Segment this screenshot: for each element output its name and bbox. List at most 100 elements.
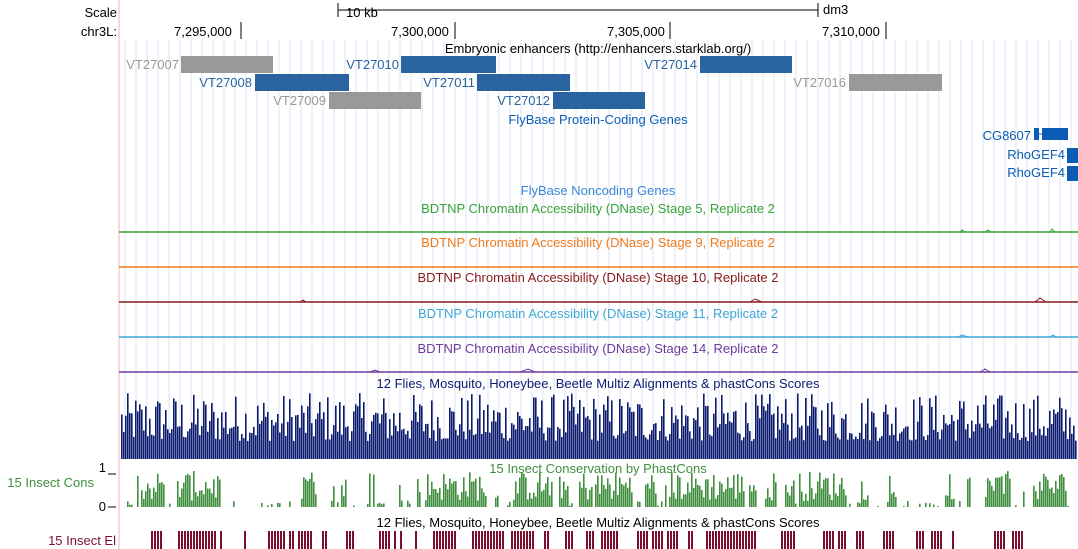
enhancer-bar-vt27010[interactable] [401, 56, 496, 73]
dnase-stage14-signal[interactable] [119, 368, 1078, 373]
phastcons-bar [441, 499, 443, 507]
multiz-bar [1059, 397, 1061, 459]
phastcons-bar [615, 472, 617, 507]
enhancer-label-vt27014[interactable]: VT27014 [644, 57, 697, 72]
multiz-bar [275, 422, 277, 459]
multiz-bar [401, 429, 403, 459]
enhancer-bar-vt27016[interactable] [849, 74, 942, 91]
dnase-stage10-track-title[interactable]: BDTNP Chromatin Accessibility (DNase) St… [417, 270, 779, 285]
phastcons-bar [767, 488, 769, 507]
phastcons-bar [773, 473, 775, 507]
phastcons-bar [799, 473, 801, 507]
multiz-bar [759, 418, 761, 459]
phastcons-bar [337, 502, 339, 507]
multiz-track-title[interactable]: 12 Flies, Mosquito, Honeybee, Beetle Mul… [376, 376, 820, 391]
enhancer-bar-vt27012[interactable] [553, 92, 645, 109]
multiz-bar [1031, 432, 1033, 459]
dnase-stage10-signal[interactable] [119, 297, 1078, 303]
multiz-bar [911, 440, 913, 459]
dnase-stage5-signal[interactable] [119, 228, 1078, 233]
enhancer-label-vt27010[interactable]: VT27010 [346, 57, 399, 72]
dnase-stage11-signal[interactable] [119, 334, 1078, 338]
multiz-bar [1013, 438, 1015, 459]
multiz-bar [201, 425, 203, 459]
elements-track-title[interactable]: 12 Flies, Mosquito, Honeybee, Beetle Mul… [376, 515, 820, 530]
multiz-bar [703, 393, 705, 459]
enhancer-bar-vt27008[interactable] [255, 74, 349, 91]
conserved-element [433, 531, 435, 549]
phastcons-bar [595, 484, 597, 507]
multiz-bar [993, 404, 995, 459]
phastcons-bar [861, 481, 863, 507]
multiz-bar [377, 413, 379, 459]
gene-model-rhogef4-2[interactable] [1067, 166, 1078, 181]
dnase-stage9-track-title[interactable]: BDTNP Chromatin Accessibility (DNase) St… [421, 235, 775, 250]
scale-bar [337, 3, 819, 17]
multiz-bar [757, 405, 759, 459]
phastcons-bar [437, 492, 439, 507]
elements-side-label[interactable]: 15 Insect El [48, 533, 116, 548]
conserved-elements-track[interactable] [151, 531, 1023, 549]
phastcons-bar [649, 488, 651, 507]
multiz-bar [507, 440, 509, 459]
gene-model-rhogef4-1[interactable] [1067, 148, 1078, 163]
phastcons-bar [379, 502, 381, 507]
multiz-bar [535, 397, 537, 459]
conserved-element [526, 531, 528, 549]
multiz-bar [689, 431, 691, 459]
phastcons-bar [211, 493, 213, 507]
phastcons-bar [303, 477, 305, 507]
dnase-stage14-track-title[interactable]: BDTNP Chromatin Accessibility (DNase) St… [417, 341, 779, 356]
flybase-noncoding-track-title[interactable]: FlyBase Noncoding Genes [520, 183, 676, 198]
enhancer-label-vt27012[interactable]: VT27012 [497, 93, 550, 108]
enhancer-bar-vt27009[interactable] [329, 92, 421, 109]
conserved-element [919, 531, 921, 549]
phastcons-bar [919, 503, 921, 507]
enhancer-label-vt27011[interactable]: VT27011 [423, 75, 475, 90]
multiz-bar [771, 414, 773, 459]
conserved-element [388, 531, 390, 549]
phastcons-bar [473, 481, 475, 507]
multiz-bar [261, 420, 263, 459]
phastcons-track-title[interactable]: 15 Insect Conservation by PhastCons [489, 461, 707, 476]
gene-label-cg8607[interactable]: CG8607 [982, 128, 1031, 143]
enhancer-label-vt27008[interactable]: VT27008 [199, 75, 252, 90]
multiz-bar [607, 396, 609, 459]
position-label: 7,305,000 [607, 24, 665, 39]
phastcons-bar [1033, 485, 1035, 507]
enhancer-bar-vt27007[interactable] [181, 56, 273, 73]
enhancer-label-vt27007[interactable]: VT27007 [126, 57, 179, 72]
enhancer-bar-vt27014[interactable] [700, 56, 792, 73]
multiz-bar [887, 414, 889, 459]
multiz-bar [237, 426, 239, 459]
enhancer-label-vt27016[interactable]: VT27016 [793, 75, 846, 90]
enhancer-bar-vt27011[interactable] [477, 74, 570, 91]
phastcons-bar [159, 482, 161, 507]
multiz-bar [747, 423, 749, 459]
phastcons-side-label[interactable]: 15 Insect Cons [7, 475, 94, 490]
gene-label-rhogef4[interactable]: RhoGEF4 [1007, 165, 1065, 180]
dnase-stage5-track-title[interactable]: BDTNP Chromatin Accessibility (DNase) St… [421, 201, 775, 216]
phastcons-bar [629, 477, 631, 507]
multiz-bar [643, 435, 645, 459]
phastcons-bar [127, 501, 129, 507]
conserved-element [322, 531, 324, 549]
gene-label-rhogef4[interactable]: RhoGEF4 [1007, 147, 1065, 162]
multiz-bar [239, 440, 241, 459]
multiz-bar [677, 419, 679, 459]
multiz-bar [721, 394, 723, 459]
flybase-coding-track-title[interactable]: FlyBase Protein-Coding Genes [508, 112, 688, 127]
phastcons-bar [145, 491, 147, 507]
enhancers-track-title[interactable]: Embryonic enhancers (http://enhancers.st… [444, 41, 752, 56]
dnase-stage11-track-title[interactable]: BDTNP Chromatin Accessibility (DNase) St… [417, 306, 779, 321]
conserved-element [310, 531, 312, 549]
multiz-bar [753, 439, 755, 459]
multiz-bar [655, 423, 657, 459]
phastcons-bar [549, 495, 551, 507]
phastcons-signal[interactable] [127, 471, 1069, 507]
gene-model-cg8607[interactable] [1034, 128, 1068, 140]
enhancer-label-vt27009[interactable]: VT27009 [273, 93, 326, 108]
phastcons-bar [967, 479, 969, 507]
multiz-conservation-bars[interactable] [121, 393, 1077, 459]
